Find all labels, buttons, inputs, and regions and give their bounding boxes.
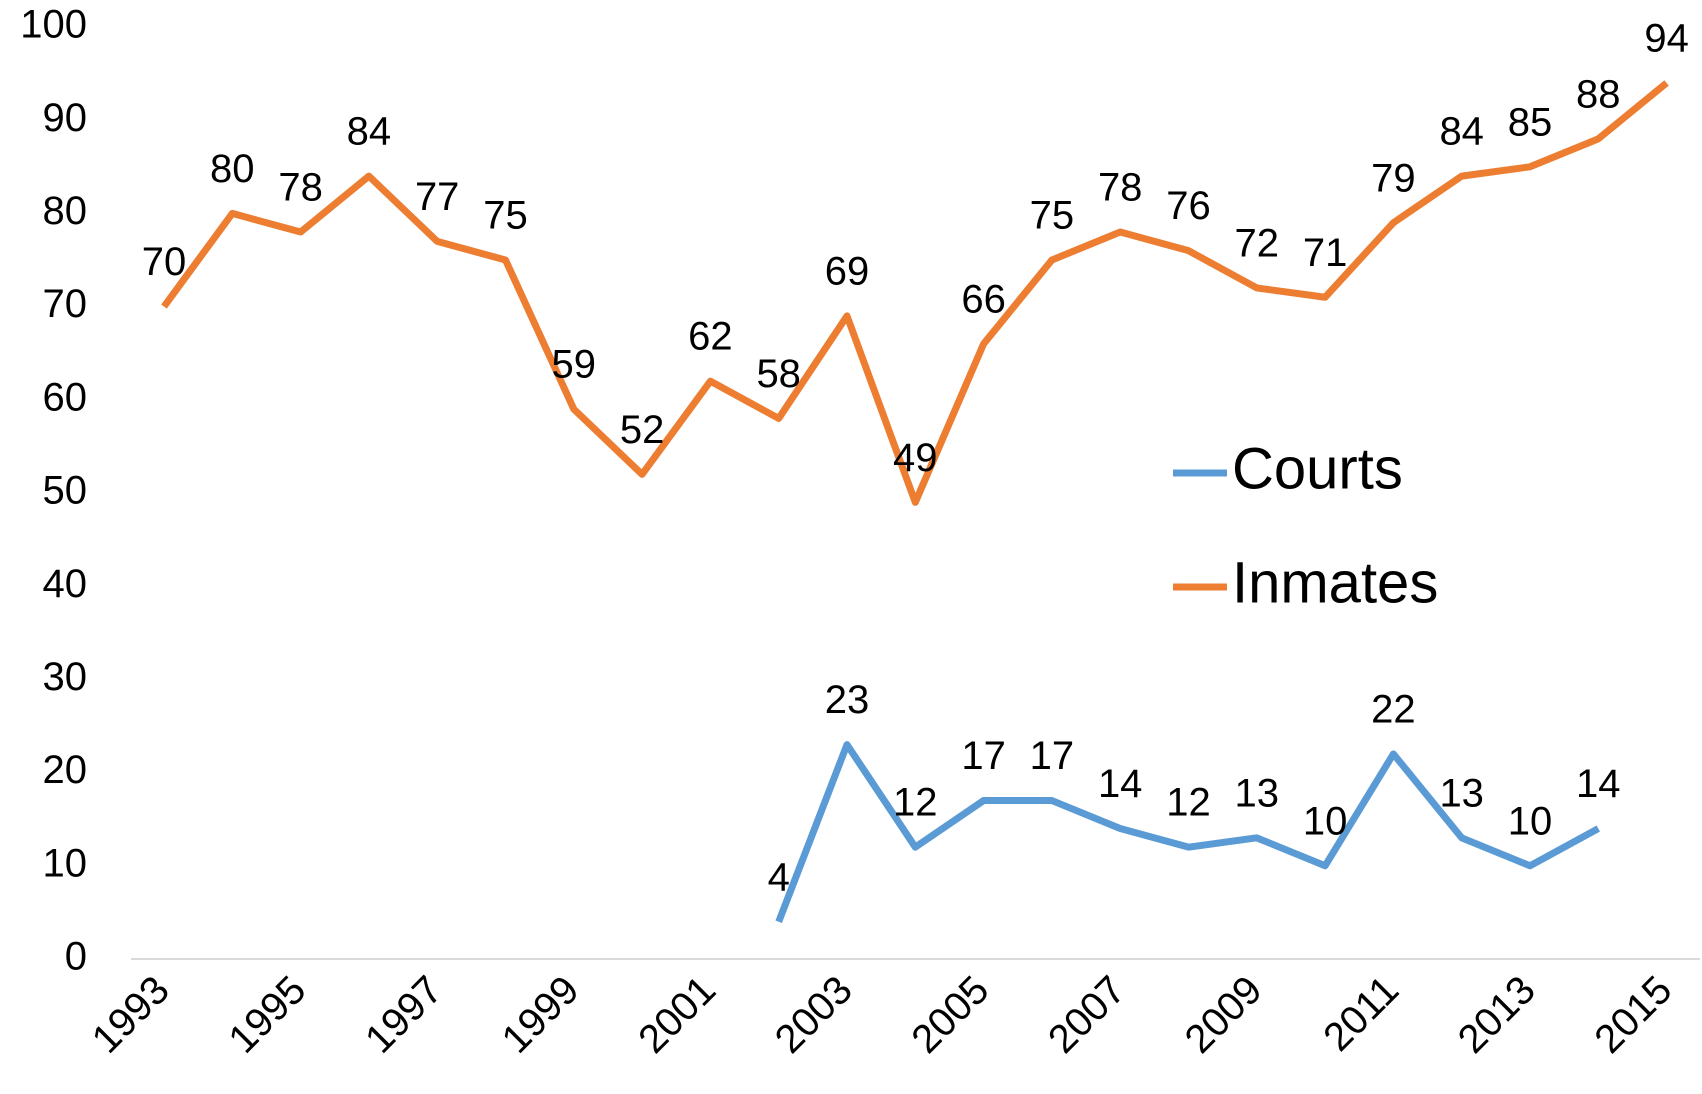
data-label: 23 xyxy=(825,678,870,722)
y-tick-label: 60 xyxy=(43,375,88,419)
data-label: 17 xyxy=(1030,734,1075,778)
data-label: 85 xyxy=(1508,100,1553,144)
x-tick-label: 2009 xyxy=(1177,968,1271,1062)
data-label: 62 xyxy=(688,315,733,359)
y-tick-label: 50 xyxy=(43,469,88,513)
y-tick-label: 70 xyxy=(43,282,88,326)
data-label: 88 xyxy=(1576,72,1621,116)
x-tick-label: 2013 xyxy=(1450,968,1544,1062)
x-tick-label: 2007 xyxy=(1040,968,1134,1062)
x-tick-label: 1995 xyxy=(220,968,314,1062)
data-label: 49 xyxy=(893,436,938,480)
data-label: 75 xyxy=(1030,194,1075,238)
y-tick-label: 100 xyxy=(20,3,87,47)
data-label: 77 xyxy=(415,175,460,219)
data-label: 78 xyxy=(1098,166,1143,210)
data-label: 71 xyxy=(1303,231,1348,275)
data-label: 10 xyxy=(1508,799,1553,843)
data-label: 52 xyxy=(620,408,665,452)
y-tick-label: 20 xyxy=(43,748,88,792)
data-label: 14 xyxy=(1098,762,1143,806)
x-tick-label: 2003 xyxy=(767,968,861,1062)
data-label: 4 xyxy=(768,855,790,899)
legend-label: Inmates xyxy=(1232,550,1438,615)
x-tick-label: 1999 xyxy=(494,968,588,1062)
data-label: 14 xyxy=(1576,762,1621,806)
y-tick-label: 30 xyxy=(43,655,88,699)
data-label: 84 xyxy=(347,110,392,154)
data-label: 58 xyxy=(756,352,801,396)
data-label: 59 xyxy=(552,343,597,387)
x-tick-label: 1997 xyxy=(357,968,451,1062)
data-label: 79 xyxy=(1371,156,1416,200)
data-label: 13 xyxy=(1235,771,1280,815)
data-label: 66 xyxy=(961,277,1006,321)
y-tick-label: 40 xyxy=(43,562,88,606)
data-label: 70 xyxy=(142,240,187,284)
series-line xyxy=(161,80,1669,506)
data-label: 12 xyxy=(893,781,938,825)
data-label: 12 xyxy=(1166,781,1211,825)
y-tick-label: 80 xyxy=(43,189,88,233)
y-tick-label: 10 xyxy=(43,841,88,885)
x-tick-label: 2015 xyxy=(1586,968,1680,1062)
legend-label: Courts xyxy=(1232,436,1403,501)
x-tick-label: 1993 xyxy=(84,968,178,1062)
y-tick-label: 0 xyxy=(65,935,87,979)
y-tick-label: 90 xyxy=(43,96,88,140)
data-label: 69 xyxy=(825,249,870,293)
data-label: 84 xyxy=(1439,110,1484,154)
data-label: 13 xyxy=(1439,771,1484,815)
data-label: 78 xyxy=(278,166,323,210)
data-label: 94 xyxy=(1644,16,1689,60)
x-tick-label: 2005 xyxy=(903,968,997,1062)
x-tick-label: 2001 xyxy=(630,968,724,1062)
data-label: 72 xyxy=(1235,222,1280,266)
data-label: 10 xyxy=(1303,799,1348,843)
data-label: 75 xyxy=(483,194,528,238)
data-label: 22 xyxy=(1371,688,1416,732)
data-label: 80 xyxy=(210,147,255,191)
series-line xyxy=(775,741,1600,923)
data-label: 76 xyxy=(1166,184,1211,228)
x-tick-label: 2011 xyxy=(1315,968,1407,1060)
data-label: 17 xyxy=(961,734,1006,778)
